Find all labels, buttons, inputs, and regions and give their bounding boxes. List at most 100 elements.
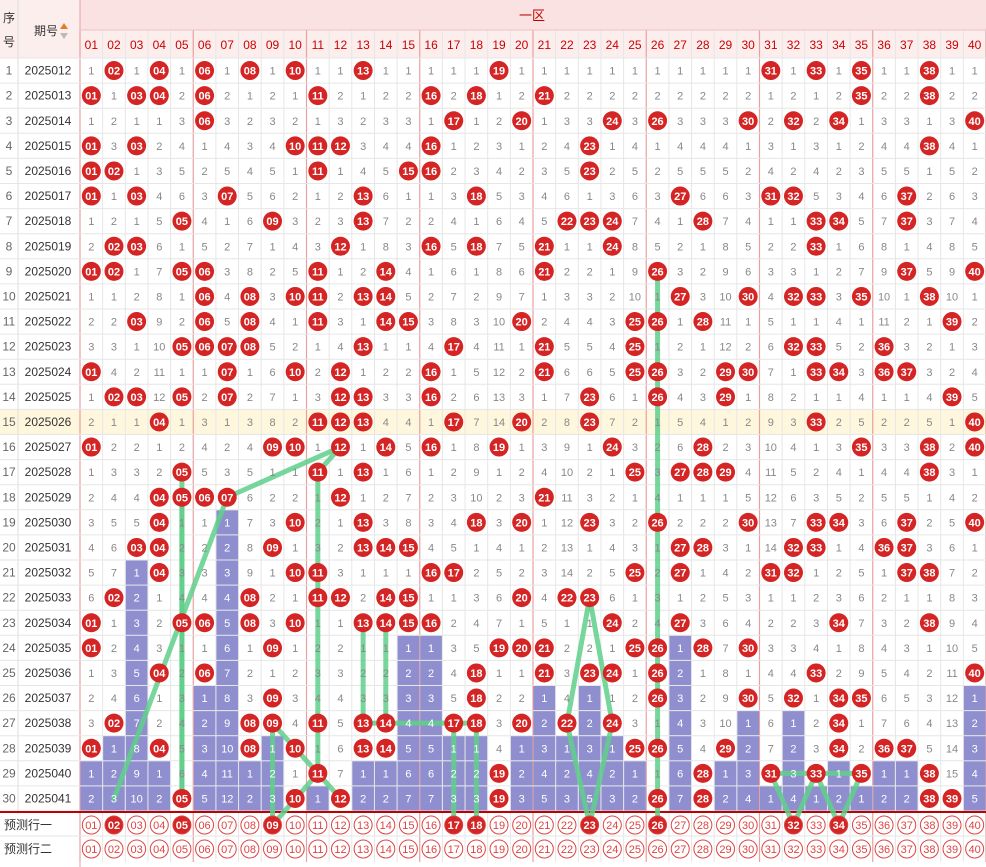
draw-ball-31[interactable]: 31 [761, 61, 781, 81]
draw-ball-18[interactable]: 18 [466, 663, 486, 683]
draw-ball-38[interactable]: 38 [919, 462, 939, 482]
predict-ball-01[interactable]: 01 [81, 815, 101, 835]
draw-ball-26[interactable]: 26 [648, 261, 668, 281]
row-issue[interactable]: 2025027 [25, 440, 72, 454]
draw-ball-13[interactable]: 13 [353, 713, 373, 733]
predict-ball-19[interactable]: 19 [489, 839, 509, 859]
draw-ball-26[interactable]: 26 [648, 663, 668, 683]
draw-ball-33[interactable]: 33 [806, 537, 826, 557]
draw-ball-38[interactable]: 38 [919, 136, 939, 156]
draw-ball-24[interactable]: 24 [602, 713, 622, 733]
draw-ball-05[interactable]: 05 [172, 211, 192, 231]
draw-ball-29[interactable]: 29 [716, 462, 736, 482]
draw-ball-12[interactable]: 12 [330, 362, 350, 382]
draw-ball-34[interactable]: 34 [829, 738, 849, 758]
predict-ball-21[interactable]: 21 [534, 839, 554, 859]
draw-ball-25[interactable]: 25 [625, 337, 645, 357]
draw-ball-07[interactable]: 07 [217, 337, 237, 357]
draw-ball-30[interactable]: 30 [738, 512, 758, 532]
draw-ball-27[interactable]: 27 [670, 186, 690, 206]
predict-ball-04[interactable]: 04 [149, 839, 169, 859]
row-issue[interactable]: 2025016 [25, 164, 72, 178]
draw-ball-26[interactable]: 26 [648, 362, 668, 382]
draw-ball-40[interactable]: 40 [965, 663, 985, 683]
draw-ball-01[interactable]: 01 [81, 738, 101, 758]
draw-ball-27[interactable]: 27 [670, 537, 690, 557]
draw-ball-21[interactable]: 21 [534, 86, 554, 106]
row-issue[interactable]: 2025035 [25, 641, 72, 655]
draw-ball-05[interactable]: 05 [172, 462, 192, 482]
predict-ball-10[interactable]: 10 [285, 839, 305, 859]
draw-ball-30[interactable]: 30 [738, 362, 758, 382]
draw-ball-12[interactable]: 12 [330, 387, 350, 407]
draw-ball-11[interactable]: 11 [308, 86, 328, 106]
draw-ball-33[interactable]: 33 [806, 412, 826, 432]
draw-ball-39[interactable]: 39 [942, 312, 962, 332]
draw-ball-32[interactable]: 32 [783, 537, 803, 557]
predict-ball-18[interactable]: 18 [466, 815, 486, 835]
draw-ball-10[interactable]: 10 [285, 563, 305, 583]
predict-ball-15[interactable]: 15 [398, 839, 418, 859]
row-issue[interactable]: 2025024 [25, 365, 72, 379]
predict-ball-24[interactable]: 24 [602, 815, 622, 835]
draw-ball-13[interactable]: 13 [353, 337, 373, 357]
predict-ball-09[interactable]: 09 [263, 815, 283, 835]
draw-ball-02[interactable]: 02 [104, 236, 124, 256]
draw-ball-32[interactable]: 32 [783, 337, 803, 357]
draw-ball-08[interactable]: 08 [240, 312, 260, 332]
draw-ball-16[interactable]: 16 [421, 236, 441, 256]
row-issue[interactable]: 2025040 [25, 766, 72, 780]
predict-ball-23[interactable]: 23 [580, 815, 600, 835]
draw-ball-27[interactable]: 27 [670, 286, 690, 306]
predict-ball-32[interactable]: 32 [783, 815, 803, 835]
draw-ball-09[interactable]: 09 [263, 437, 283, 457]
draw-ball-26[interactable]: 26 [648, 738, 668, 758]
draw-ball-32[interactable]: 32 [783, 286, 803, 306]
draw-ball-10[interactable]: 10 [285, 362, 305, 382]
draw-ball-39[interactable]: 39 [942, 387, 962, 407]
draw-ball-09[interactable]: 09 [263, 688, 283, 708]
predict-ball-20[interactable]: 20 [512, 839, 532, 859]
draw-ball-17[interactable]: 17 [444, 713, 464, 733]
draw-ball-13[interactable]: 13 [353, 537, 373, 557]
predict-ball-08[interactable]: 08 [240, 839, 260, 859]
predict-ball-21[interactable]: 21 [534, 815, 554, 835]
draw-ball-19[interactable]: 19 [489, 61, 509, 81]
predict-ball-30[interactable]: 30 [738, 815, 758, 835]
draw-ball-04[interactable]: 04 [149, 61, 169, 81]
draw-ball-07[interactable]: 07 [217, 362, 237, 382]
predict-ball-11[interactable]: 11 [308, 815, 328, 835]
draw-ball-33[interactable]: 33 [806, 512, 826, 532]
draw-ball-22[interactable]: 22 [557, 211, 577, 231]
predict-ball-37[interactable]: 37 [897, 839, 917, 859]
draw-ball-02[interactable]: 02 [104, 161, 124, 181]
draw-ball-10[interactable]: 10 [285, 136, 305, 156]
draw-ball-10[interactable]: 10 [285, 61, 305, 81]
draw-ball-35[interactable]: 35 [851, 86, 871, 106]
draw-ball-20[interactable]: 20 [512, 638, 532, 658]
draw-ball-07[interactable]: 07 [217, 487, 237, 507]
predict-ball-08[interactable]: 08 [240, 815, 260, 835]
draw-ball-34[interactable]: 34 [829, 613, 849, 633]
row-issue[interactable]: 2025038 [25, 716, 72, 730]
predict-ball-13[interactable]: 13 [353, 815, 373, 835]
draw-ball-07[interactable]: 07 [217, 387, 237, 407]
draw-ball-23[interactable]: 23 [580, 412, 600, 432]
draw-ball-20[interactable]: 20 [512, 111, 532, 131]
draw-ball-21[interactable]: 21 [534, 236, 554, 256]
draw-ball-28[interactable]: 28 [693, 537, 713, 557]
draw-ball-37[interactable]: 37 [897, 738, 917, 758]
draw-ball-11[interactable]: 11 [308, 412, 328, 432]
draw-ball-30[interactable]: 30 [738, 688, 758, 708]
predict-ball-15[interactable]: 15 [398, 815, 418, 835]
draw-ball-09[interactable]: 09 [263, 638, 283, 658]
draw-ball-04[interactable]: 04 [149, 738, 169, 758]
draw-ball-18[interactable]: 18 [466, 186, 486, 206]
draw-ball-37[interactable]: 37 [897, 211, 917, 231]
predict-ball-10[interactable]: 10 [285, 815, 305, 835]
draw-ball-14[interactable]: 14 [376, 588, 396, 608]
draw-ball-08[interactable]: 08 [240, 713, 260, 733]
draw-ball-15[interactable]: 15 [398, 312, 418, 332]
draw-ball-34[interactable]: 34 [829, 713, 849, 733]
draw-ball-28[interactable]: 28 [693, 788, 713, 808]
